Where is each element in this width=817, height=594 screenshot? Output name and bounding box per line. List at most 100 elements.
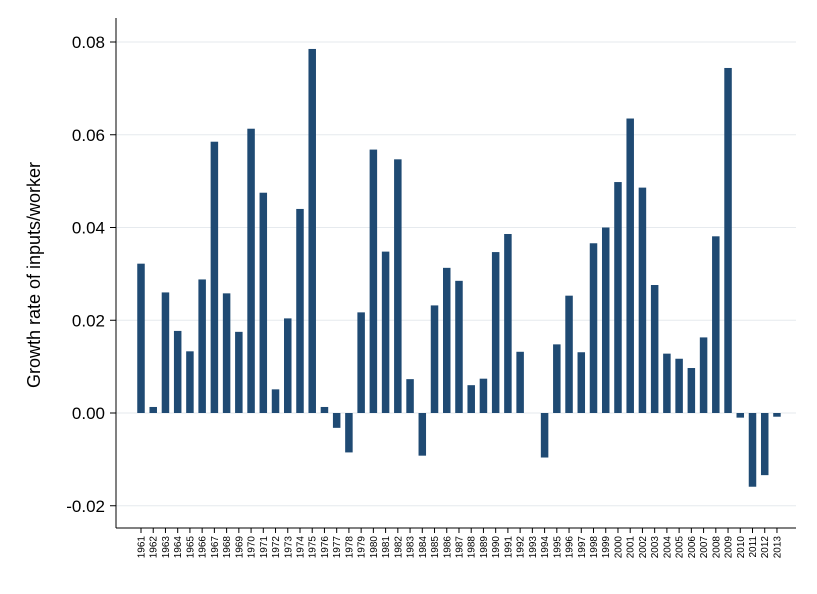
bar-2012: [760, 413, 769, 476]
x-tick-label: 1961: [137, 536, 148, 559]
x-tick-label: 1985: [430, 536, 441, 559]
bar-2011: [748, 413, 757, 487]
y-tick-label: 0.06: [72, 126, 105, 145]
x-tick-label: 1989: [479, 536, 490, 559]
bar-2009: [724, 67, 732, 413]
bar-1961: [137, 263, 145, 413]
x-tick-label: 1993: [528, 536, 539, 559]
bar-1965: [186, 351, 194, 413]
x-tick-label: 2013: [772, 536, 783, 559]
x-tick-label: 2008: [711, 536, 722, 559]
bar-2010: [736, 413, 745, 418]
bar-2008: [712, 236, 720, 413]
x-tick-label: 1964: [173, 536, 184, 559]
bar-1978: [345, 413, 353, 453]
bar-1983: [406, 379, 414, 413]
x-tick-label: 1970: [247, 536, 258, 559]
x-tick-label: 1983: [406, 536, 417, 559]
x-tick-label: 1971: [259, 536, 270, 559]
x-tick-label: 1977: [332, 536, 343, 559]
x-tick-label: 2010: [736, 536, 747, 559]
x-tick-label: 2005: [675, 536, 686, 559]
x-tick-label: 1975: [308, 536, 319, 559]
x-tick-label: 1988: [467, 536, 478, 559]
x-tick-label: 1976: [320, 536, 331, 559]
bar-1984: [418, 413, 427, 456]
bar-1973: [284, 318, 292, 413]
bar-1976: [320, 406, 329, 413]
x-tick-label: 2001: [626, 536, 637, 559]
x-tick-label: 1972: [271, 536, 282, 559]
x-tick-label: 1981: [381, 536, 392, 559]
bar-2005: [675, 358, 683, 413]
bar-1966: [198, 279, 206, 413]
bar-1969: [235, 331, 243, 413]
bar-1989: [479, 378, 488, 413]
x-tick-label: 1967: [210, 536, 221, 559]
x-tick-label: 1987: [454, 536, 465, 559]
bar-1992: [516, 351, 524, 413]
x-tick-label: 1990: [491, 536, 502, 559]
bar-1998: [589, 243, 598, 413]
bar-1967: [210, 141, 219, 414]
x-tick-label: 2011: [748, 536, 759, 558]
x-tick-label: 2006: [687, 536, 698, 559]
y-tick-label: 0.08: [72, 33, 105, 52]
y-tick-label: 0.00: [72, 404, 105, 423]
bar-1995: [553, 344, 561, 413]
bar-1968: [222, 293, 231, 413]
x-tick-label: 1992: [516, 536, 527, 559]
x-tick-label: 1998: [589, 536, 600, 559]
bar-1972: [271, 389, 280, 413]
x-tick-label: 1999: [601, 536, 612, 559]
x-tick-label: 2003: [650, 536, 661, 559]
x-tick-label: 1984: [418, 536, 429, 559]
bar-1962: [149, 406, 157, 413]
bar-2000: [614, 182, 622, 413]
bar-1985: [430, 305, 439, 413]
x-tick-label: 1997: [577, 536, 588, 559]
x-tick-label: 2012: [760, 536, 771, 559]
x-tick-label: 2000: [613, 536, 624, 559]
x-tick-label: 1979: [357, 536, 368, 559]
bar-1991: [504, 233, 512, 413]
bar-2007: [699, 337, 708, 413]
y-axis-label: Growth rate of inputs/worker: [24, 162, 44, 388]
bar-1987: [455, 280, 463, 413]
bar-1986: [443, 267, 451, 413]
y-axis-ticks: -0.02 0.00 0.02 0.04 0.06 0.08: [66, 33, 116, 516]
x-tick-label: 1986: [442, 536, 453, 559]
bar-2013: [773, 413, 781, 417]
bar-1996: [565, 295, 573, 413]
bar-1997: [577, 352, 586, 413]
x-tick-label: 1963: [161, 536, 172, 559]
x-tick-label: 1965: [185, 536, 196, 559]
bar-1981: [381, 251, 390, 413]
bar-1964: [173, 330, 182, 413]
bar-1982: [394, 159, 402, 413]
bar-1974: [296, 208, 304, 413]
bar-1980: [369, 149, 378, 413]
x-tick-label: 1962: [149, 536, 160, 559]
x-tick-label: 1991: [503, 536, 514, 559]
x-tick-label: 1969: [234, 536, 245, 559]
x-tick-label: 1978: [344, 536, 355, 559]
x-tick-label: 1982: [393, 536, 404, 559]
bar-1975: [308, 48, 316, 414]
x-tick-label: 1968: [222, 536, 233, 559]
x-tick-label: 1994: [540, 536, 551, 559]
x-tick-label: 1974: [295, 536, 306, 559]
bar-1971: [259, 192, 268, 413]
axes: [115, 18, 796, 529]
bar-2001: [626, 118, 634, 414]
bar-2004: [663, 353, 671, 413]
x-tick-label: 1966: [198, 536, 209, 559]
y-tick-label: 0.02: [72, 311, 105, 330]
x-tick-label: 1973: [283, 536, 294, 559]
bars: [137, 48, 781, 487]
bar-1963: [161, 292, 170, 413]
x-tick-label: 2002: [638, 536, 649, 559]
x-tick-label: 1996: [565, 536, 576, 559]
bar-2006: [687, 368, 696, 413]
